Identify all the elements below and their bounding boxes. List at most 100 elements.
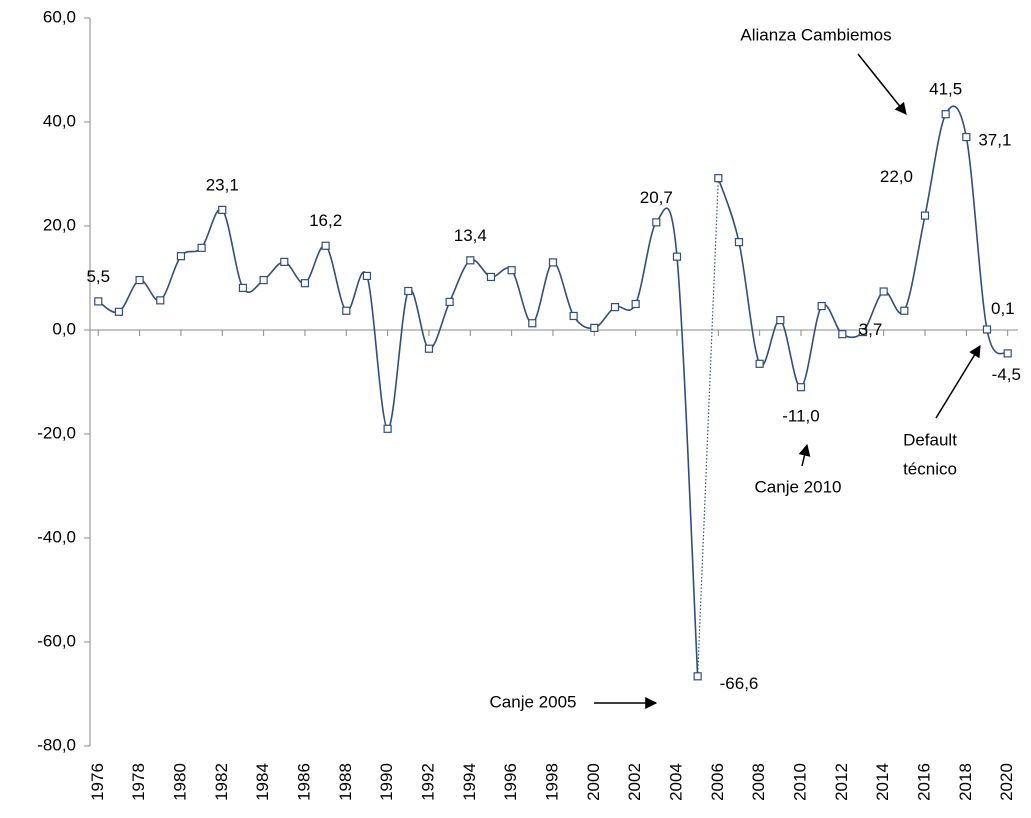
marker <box>176 252 186 261</box>
x-tick-label: 1992 <box>418 763 437 801</box>
marker <box>362 271 372 281</box>
marker <box>528 319 537 328</box>
x-tick-label: 1998 <box>542 763 561 801</box>
marker <box>383 424 392 433</box>
x-tick-label: 1986 <box>294 763 313 801</box>
y-tick-label: -40,0 <box>37 527 76 546</box>
x-tick-label: 2016 <box>914 763 933 801</box>
arrow <box>857 53 907 115</box>
x-tick-label: 2010 <box>790 763 809 801</box>
arrow <box>798 443 811 467</box>
marker <box>734 238 744 247</box>
x-tick-label: 1988 <box>336 763 355 801</box>
marker <box>259 275 268 285</box>
marker <box>135 275 144 285</box>
x-tick-label: 1980 <box>170 763 189 801</box>
marker <box>218 205 227 214</box>
data-label: 37,1 <box>978 131 1011 150</box>
annotations: Alianza Cambiemos Canje 2005 Canje 2010 … <box>490 25 981 711</box>
data-label: 5,5 <box>86 267 110 286</box>
marker <box>507 266 516 275</box>
marker <box>838 330 847 339</box>
marker <box>755 359 764 368</box>
marker <box>941 110 950 119</box>
marker <box>920 211 930 220</box>
x-tick-label: 2008 <box>749 763 768 801</box>
marker <box>342 306 351 315</box>
data-label: 20,7 <box>640 188 673 207</box>
y-tick-label: 60,0 <box>43 7 76 26</box>
x-tick-label: 2012 <box>832 763 851 801</box>
marker <box>693 672 702 681</box>
marker <box>652 218 661 227</box>
marker <box>982 325 992 334</box>
line <box>717 105 1009 389</box>
marker <box>610 303 620 312</box>
dotted-connector <box>697 178 719 677</box>
x-tick-label: 2018 <box>956 763 975 801</box>
y-tick-label: -20,0 <box>37 423 76 442</box>
marker <box>114 307 124 316</box>
data-label: 16,2 <box>309 211 342 230</box>
data-label: 23,1 <box>206 175 239 194</box>
arrow <box>935 344 981 419</box>
marker <box>321 241 330 250</box>
data-label: 41,5 <box>929 80 962 99</box>
x-tick-label: 1994 <box>460 763 479 801</box>
marker <box>569 311 578 321</box>
data-label: -11,0 <box>782 407 820 426</box>
marker <box>238 283 248 292</box>
annotation: técnico <box>903 459 957 478</box>
x-tick-label: 2004 <box>666 763 685 801</box>
marker <box>94 297 103 306</box>
y-tick-label: 0,0 <box>52 319 76 338</box>
annotation: Canje 2005 <box>490 692 577 711</box>
x-tick-label: 1978 <box>129 763 148 801</box>
marker <box>1003 349 1012 358</box>
marker <box>817 301 826 311</box>
x-tick-label: 1982 <box>212 763 231 801</box>
y-tick-label: 40,0 <box>43 111 76 130</box>
marker <box>858 327 868 337</box>
marker <box>631 299 640 309</box>
marker <box>486 272 496 282</box>
data-label: 22,0 <box>880 167 913 186</box>
x-tick-label: 2002 <box>625 763 644 801</box>
data-label: 3,7 <box>859 320 883 339</box>
marker <box>714 174 723 183</box>
data-label: -4,5 <box>992 365 1021 384</box>
y-tick-label: 20,0 <box>43 215 76 234</box>
marker <box>590 323 599 333</box>
x-tick-label: 1996 <box>501 763 520 801</box>
marker <box>900 306 909 315</box>
marker <box>466 256 475 265</box>
marker <box>197 243 206 252</box>
marker <box>445 297 454 307</box>
data-label: 13,4 <box>454 226 487 245</box>
annotation: Default <box>903 430 957 449</box>
data-label: 0,1 <box>991 299 1015 318</box>
marker <box>776 316 785 325</box>
x-tick-label: 2006 <box>708 763 727 801</box>
marker <box>962 132 971 142</box>
x-tick-label: 1990 <box>377 763 396 801</box>
marker <box>404 286 413 296</box>
annotation: Alianza Cambiemos <box>740 25 891 44</box>
x-tick-label: 2014 <box>873 763 892 801</box>
x-tick-label: 2020 <box>997 763 1016 801</box>
y-tick-label: -60,0 <box>37 631 76 650</box>
data-label: -66,6 <box>720 674 759 693</box>
marker <box>424 344 434 353</box>
y-tick-label: -80,0 <box>37 735 76 754</box>
marker <box>879 287 888 296</box>
marker <box>796 383 806 392</box>
marker <box>300 279 310 288</box>
annotation: Canje 2010 <box>755 477 842 496</box>
x-tick-label: 1976 <box>88 763 107 801</box>
marker <box>548 258 558 267</box>
marker <box>672 252 682 261</box>
line <box>97 207 699 677</box>
marker <box>280 257 289 266</box>
x-tick-label: 1984 <box>253 763 272 801</box>
